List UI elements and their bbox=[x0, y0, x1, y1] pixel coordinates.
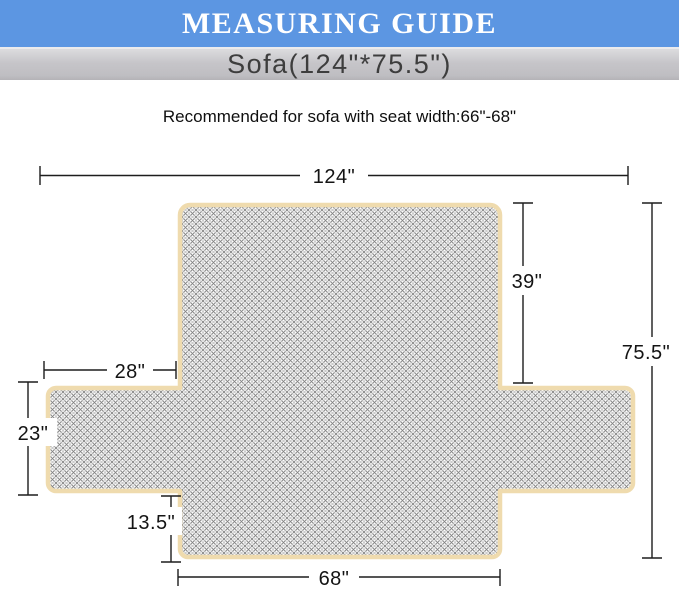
sofa-cover-shape bbox=[45, 202, 636, 560]
dim-seat-width-label: 68" bbox=[319, 568, 350, 590]
dim-front-skirt-label-bg bbox=[119, 507, 182, 535]
dim-total-length-label: 75.5" bbox=[622, 342, 671, 364]
dim-arm-width-label: 28" bbox=[115, 361, 146, 383]
dim-total-length-line bbox=[642, 202, 662, 559]
dim-backrest-height-label-bg bbox=[503, 266, 550, 295]
dim-arm-drop: 23" bbox=[9, 381, 57, 496]
dim-backrest-height-label: 39" bbox=[512, 271, 543, 293]
dim-arm-width-label-bg bbox=[107, 357, 153, 383]
page-title: MEASURING GUIDE bbox=[181, 6, 498, 40]
recommendation-note: Recommended for sofa with seat width:66"… bbox=[162, 107, 517, 126]
dim-seat-width-label-bg bbox=[309, 564, 359, 590]
dim-top-width-label: 124" bbox=[313, 166, 355, 188]
dim-backrest-height: 39" bbox=[503, 202, 550, 384]
dim-arm-width: 28" bbox=[43, 357, 177, 383]
dim-arm-drop-label: 23" bbox=[18, 423, 49, 445]
dim-front-skirt: 13.5" bbox=[119, 495, 182, 563]
dim-top-width: 124" bbox=[39, 162, 629, 188]
dim-arm-drop-label-bg bbox=[9, 418, 57, 446]
size-label: Sofa(124"*75.5") bbox=[227, 49, 452, 79]
size-banner: Sofa(124"*75.5") bbox=[0, 47, 679, 80]
dim-total-length: 75.5" bbox=[613, 202, 678, 559]
blue-banner: MEASURING GUIDE bbox=[0, 0, 679, 47]
dim-total-length-label-bg bbox=[613, 337, 678, 366]
dim-top-width-label-bg bbox=[300, 162, 368, 187]
dim-front-skirt-label: 13.5" bbox=[127, 512, 176, 534]
dim-seat-width: 68" bbox=[177, 564, 501, 590]
